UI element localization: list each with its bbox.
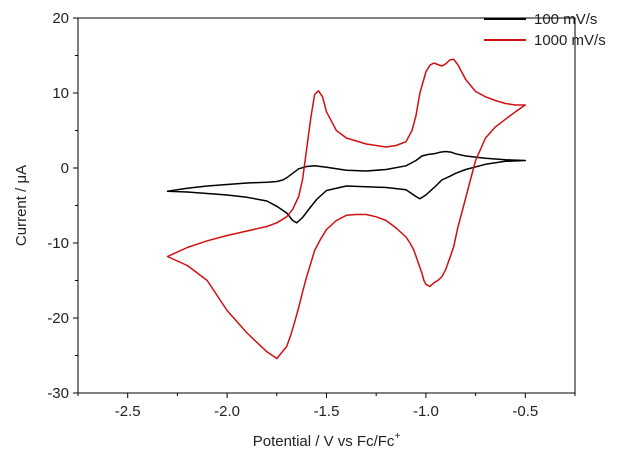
y-tick-label: 10 (52, 85, 69, 102)
legend-label-1: 100 mV/s (534, 11, 597, 28)
x-tick-label: -2.0 (214, 403, 240, 420)
series-line-2 (166, 58, 527, 360)
series-line-1 (166, 150, 527, 224)
y-axis: -30 -20 -10 0 10 20 (47, 10, 78, 402)
y-tick-label: -30 (47, 385, 69, 402)
x-tick-label: -1.0 (413, 403, 439, 420)
x-tick-label: -0.5 (512, 403, 538, 420)
x-tick-label: -1.5 (314, 403, 340, 420)
x-tick-label: -2.5 (115, 403, 141, 420)
plot-frame (77, 17, 576, 394)
y-tick-label: 0 (61, 160, 69, 177)
y-tick-label: -20 (47, 310, 69, 327)
y-tick-label: -10 (47, 235, 69, 252)
legend: 100 mV/s 1000 mV/s (484, 11, 606, 49)
plot-series-group (166, 58, 527, 360)
y-axis-title: Current / μA (13, 165, 30, 246)
legend-label-2: 1000 mV/s (534, 32, 606, 49)
x-axis-title: Potential / V vs Fc/Fc+ (253, 431, 401, 450)
y-tick-label: 20 (52, 10, 69, 27)
x-axis: -2.5 -2.0 -1.5 -1.0 -0.5 (77, 393, 576, 420)
x-axis-title-main: Potential / V vs Fc/Fc (253, 433, 395, 450)
x-axis-title-superscript: + (394, 431, 400, 442)
